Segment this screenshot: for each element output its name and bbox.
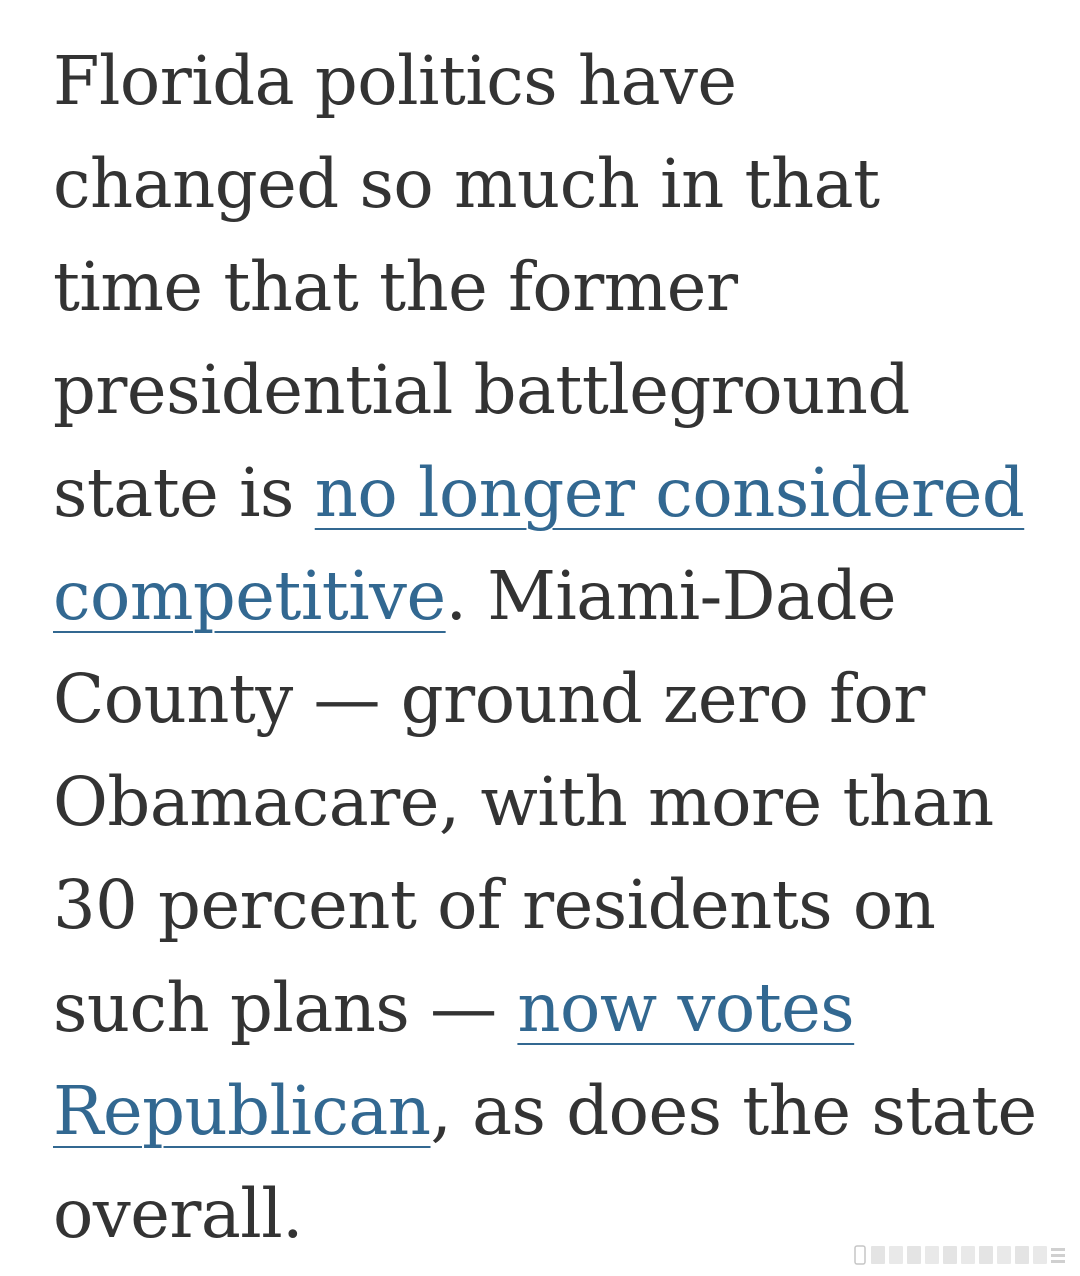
image-watermark-icon [853, 1240, 1068, 1270]
paragraph-line: changed so much in that [53, 133, 1053, 236]
paragraph-text: such plans — [53, 969, 518, 1047]
paragraph-text: County — ground zero for [53, 660, 925, 738]
inline-link[interactable]: Republican [53, 1072, 431, 1150]
paragraph-text: . Miami-Dade [445, 557, 897, 635]
inline-link[interactable]: now votes [517, 969, 855, 1047]
paragraph-text: Obamacare, with more than [53, 763, 994, 841]
paragraph-line: time that the former [53, 236, 1053, 339]
paragraph-line: Florida politics have [53, 30, 1053, 133]
paragraph-line: competitive. Miami-Dade [53, 545, 1053, 648]
paragraph-line: state is no longer considered [53, 442, 1053, 545]
paragraph-line: County — ground zero for [53, 648, 1053, 751]
paragraph-line: 30 percent of residents on [53, 854, 1053, 957]
inline-link[interactable]: no longer considered [314, 454, 1025, 532]
article-paragraph: Florida politics have changed so much in … [53, 30, 1053, 1266]
paragraph-line: Republican, as does the state [53, 1060, 1053, 1163]
paragraph-line: such plans — now votes [53, 957, 1053, 1060]
paragraph-text: overall. [53, 1175, 303, 1253]
paragraph-text: time that the former [53, 248, 738, 326]
paragraph-line: overall. [53, 1163, 1053, 1266]
paragraph-text: state is [53, 454, 315, 532]
paragraph-text: changed so much in that [53, 145, 880, 223]
paragraph-text: presidential battleground [53, 351, 910, 429]
paragraph-line: presidential battleground [53, 339, 1053, 442]
inline-link[interactable]: competitive [53, 557, 446, 635]
article-body: Florida politics have changed so much in … [53, 30, 1053, 1266]
paragraph-text: Florida politics have [53, 42, 737, 120]
paragraph-line: Obamacare, with more than [53, 751, 1053, 854]
paragraph-text: 30 percent of residents on [53, 866, 936, 944]
paragraph-text: , as does the state [430, 1072, 1038, 1150]
